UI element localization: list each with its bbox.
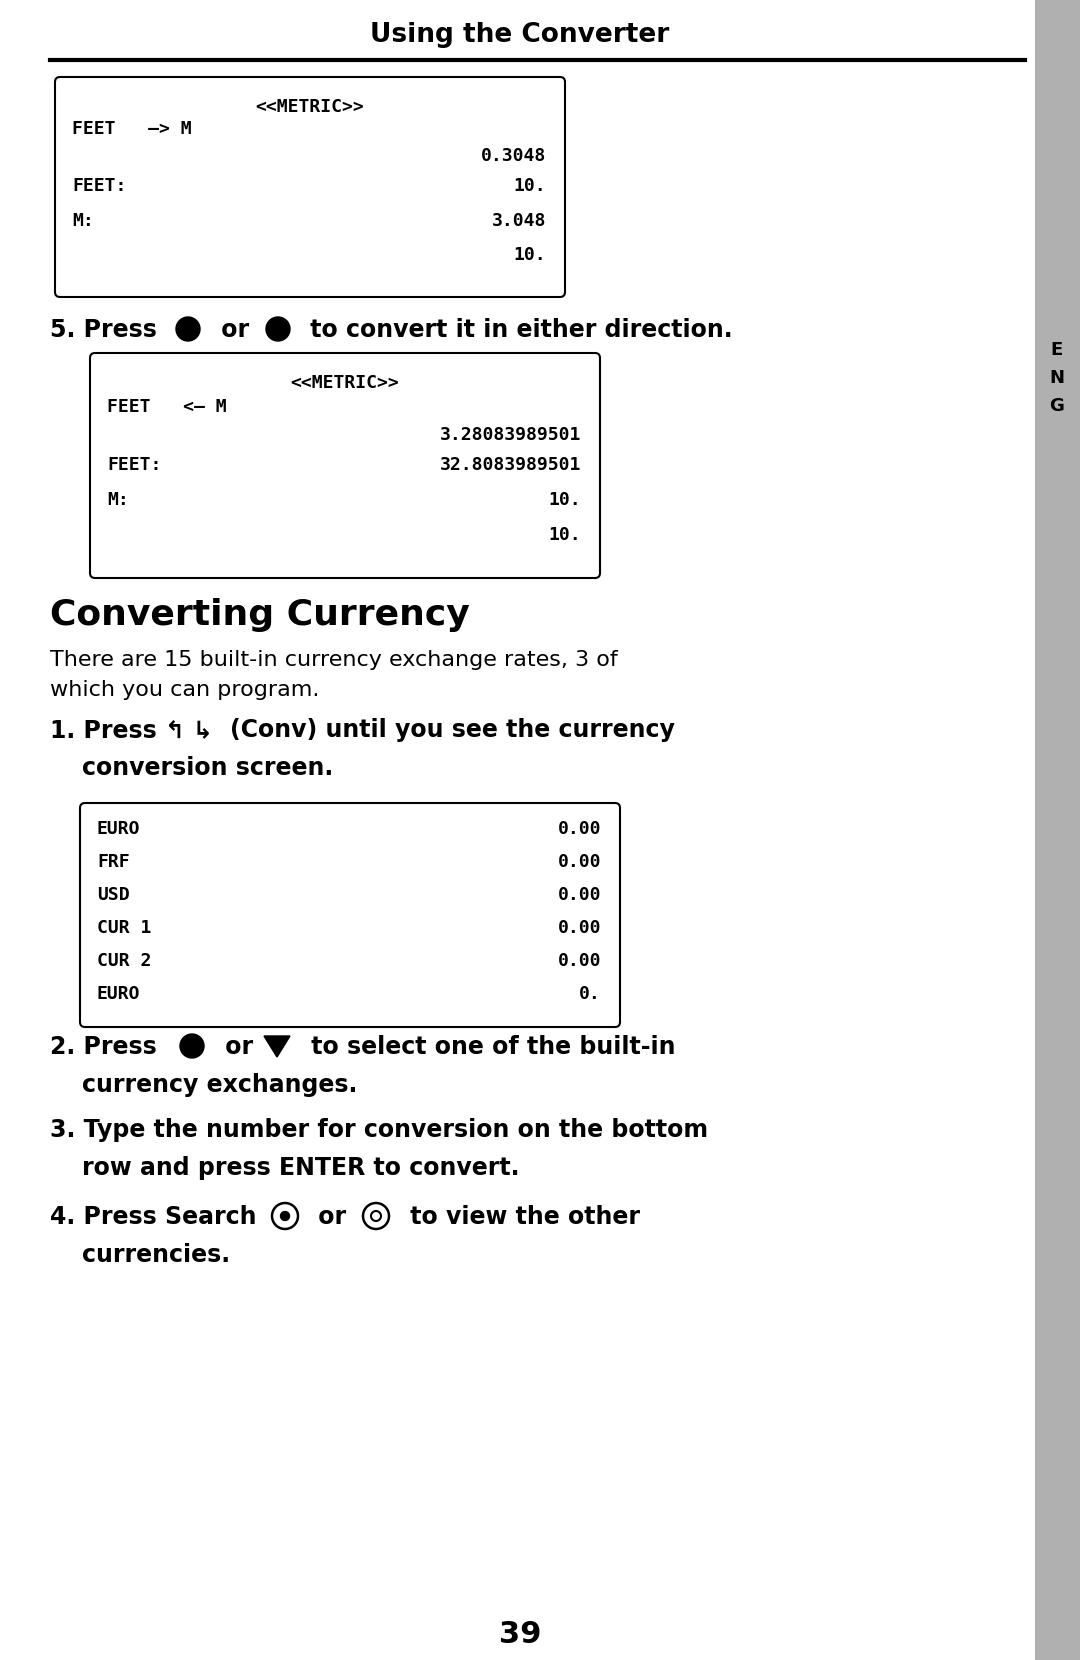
Text: EURO: EURO [97,820,140,838]
Text: FEET   –> M: FEET –> M [72,120,191,138]
Text: 39: 39 [499,1620,541,1648]
Text: E: E [1051,340,1063,359]
FancyBboxPatch shape [80,803,620,1028]
Text: currencies.: currencies. [82,1243,230,1267]
Text: row and press ENTER to convert.: row and press ENTER to convert. [82,1155,519,1180]
Text: 5. Press: 5. Press [50,319,165,342]
FancyBboxPatch shape [90,354,600,578]
Text: 0.00: 0.00 [557,886,600,905]
Text: 0.: 0. [579,984,600,1003]
Text: There are 15 built-in currency exchange rates, 3 of: There are 15 built-in currency exchange … [50,651,618,671]
Text: which you can program.: which you can program. [50,681,320,701]
Text: M:: M: [107,491,129,510]
Circle shape [176,317,200,340]
Text: conversion screen.: conversion screen. [82,755,334,780]
Circle shape [180,1034,204,1057]
Text: 10.: 10. [513,178,546,194]
Text: EURO: EURO [97,984,140,1003]
Text: or: or [213,319,257,342]
Text: <<METRIC>>: <<METRIC>> [256,98,364,116]
Text: (Conv) until you see the currency: (Conv) until you see the currency [230,719,675,742]
Text: G: G [1050,397,1065,415]
Text: currency exchanges.: currency exchanges. [82,1072,357,1097]
Text: 3.048: 3.048 [491,212,546,231]
Text: 0.00: 0.00 [557,920,600,936]
Text: 4. Press Search: 4. Press Search [50,1205,257,1228]
Text: M:: M: [72,212,94,231]
Text: <<METRIC>>: <<METRIC>> [291,374,400,392]
Text: FEET:: FEET: [72,178,126,194]
Text: 3. Type the number for conversion on the bottom: 3. Type the number for conversion on the… [50,1117,708,1142]
Text: FRF: FRF [97,853,130,872]
Circle shape [281,1212,289,1220]
Text: 0.00: 0.00 [557,951,600,969]
Text: 0.00: 0.00 [557,853,600,872]
Text: or: or [310,1205,354,1228]
Circle shape [266,317,291,340]
Text: Using the Converter: Using the Converter [370,22,670,48]
Text: 32.8083989501: 32.8083989501 [440,457,581,475]
Text: 10.: 10. [549,491,581,510]
Text: 0.00: 0.00 [557,820,600,838]
Text: N: N [1050,369,1065,387]
Text: Converting Currency: Converting Currency [50,598,470,632]
Text: 2. Press: 2. Press [50,1034,165,1059]
Text: 1. Press ↰ ↳: 1. Press ↰ ↳ [50,719,213,742]
Text: 10.: 10. [549,526,581,544]
Text: to select one of the built-in: to select one of the built-in [303,1034,675,1059]
Text: 0.3048: 0.3048 [481,148,546,164]
Text: CUR 2: CUR 2 [97,951,151,969]
FancyBboxPatch shape [55,76,565,297]
Text: FEET:: FEET: [107,457,161,475]
Text: to view the other: to view the other [402,1205,640,1228]
Text: 3.28083989501: 3.28083989501 [440,427,581,443]
Text: or: or [217,1034,261,1059]
Text: to convert it in either direction.: to convert it in either direction. [302,319,732,342]
Polygon shape [264,1036,291,1057]
Text: 10.: 10. [513,246,546,264]
Text: CUR 1: CUR 1 [97,920,151,936]
FancyBboxPatch shape [1035,0,1080,1660]
Text: FEET   <– M: FEET <– M [107,398,227,417]
Text: USD: USD [97,886,130,905]
